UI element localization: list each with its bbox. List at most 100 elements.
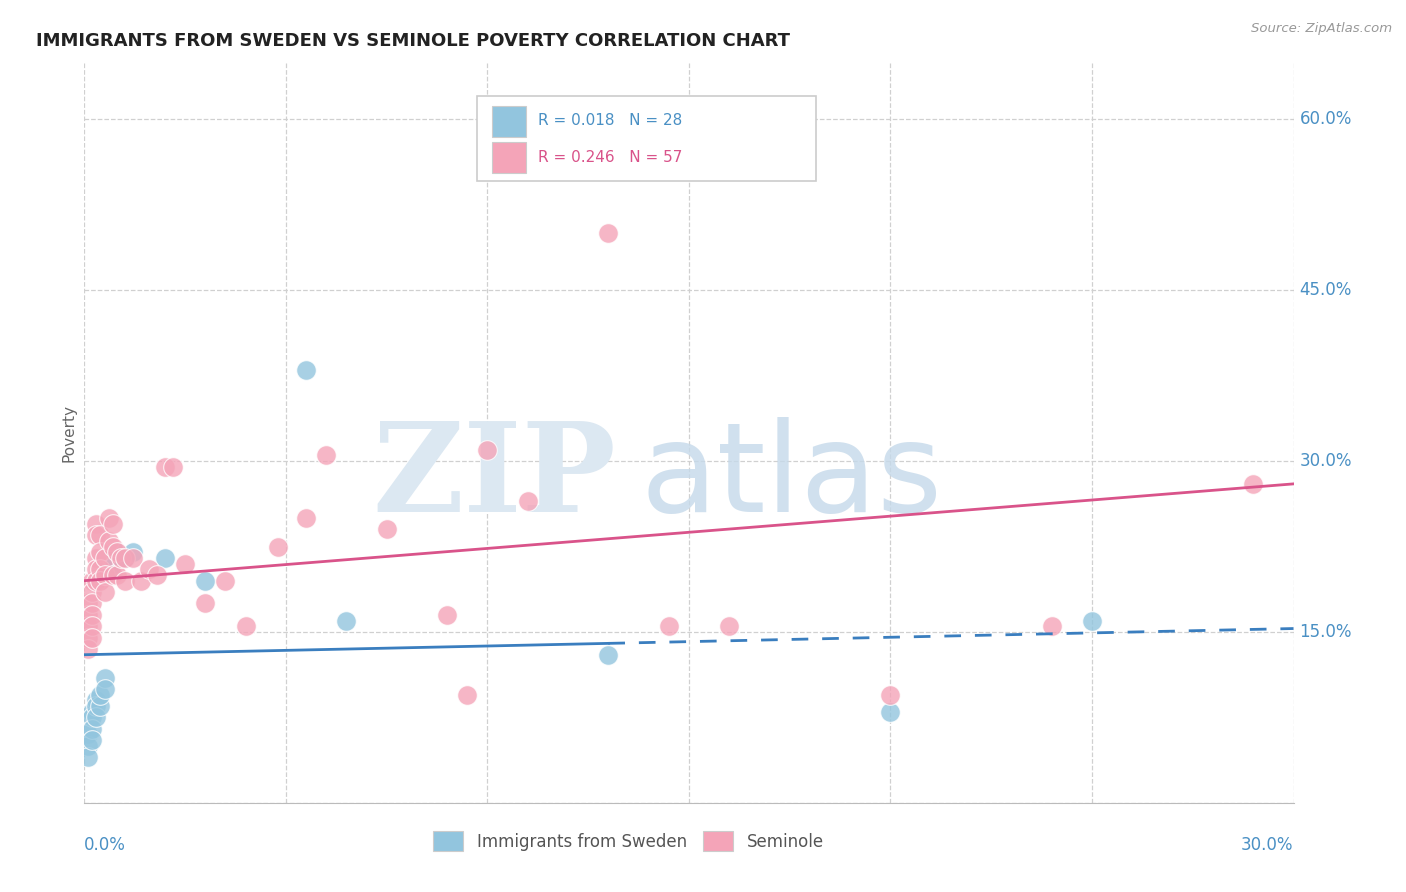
Point [162, 459, 184, 474]
Text: atlas: atlas [641, 417, 942, 538]
Point [114, 574, 136, 588]
Point [105, 568, 128, 582]
Point [658, 619, 681, 633]
Point [879, 688, 901, 702]
Point [598, 227, 620, 241]
Point [97, 511, 120, 525]
Point [146, 568, 169, 582]
Point [77, 619, 100, 633]
Point [89, 574, 111, 588]
Point [93, 671, 115, 685]
Point [77, 750, 100, 764]
Point [93, 550, 115, 565]
Point [77, 739, 100, 753]
Point [97, 562, 120, 576]
Y-axis label: Poverty: Poverty [60, 403, 76, 462]
Point [93, 681, 115, 696]
Point [82, 574, 104, 588]
Point [82, 722, 104, 736]
Point [77, 631, 100, 645]
Point [375, 523, 398, 537]
Point [295, 363, 318, 377]
Point [77, 597, 100, 611]
Point [295, 511, 318, 525]
Point [105, 545, 128, 559]
Point [86, 528, 108, 542]
Point [456, 688, 478, 702]
Point [436, 607, 458, 622]
Point [86, 574, 108, 588]
Point [1081, 614, 1104, 628]
Point [879, 705, 901, 719]
Point [101, 516, 124, 531]
Text: 45.0%: 45.0% [1299, 281, 1353, 299]
Point [82, 631, 104, 645]
Point [82, 705, 104, 719]
Point [516, 494, 538, 508]
Point [101, 540, 124, 554]
Point [110, 550, 132, 565]
Point [105, 545, 128, 559]
Point [194, 597, 217, 611]
Point [77, 642, 100, 657]
Point [82, 585, 104, 599]
Point [77, 607, 100, 622]
Point [235, 619, 257, 633]
Point [86, 516, 108, 531]
Text: 0.0%: 0.0% [84, 836, 127, 855]
Text: 15.0%: 15.0% [1299, 623, 1353, 641]
FancyBboxPatch shape [492, 143, 526, 173]
Point [93, 585, 115, 599]
Point [174, 557, 197, 571]
Point [335, 614, 357, 628]
Point [86, 698, 108, 713]
Point [267, 540, 290, 554]
Legend: Immigrants from Sweden, Seminole: Immigrants from Sweden, Seminole [426, 825, 831, 857]
Text: 30.0%: 30.0% [1241, 836, 1294, 855]
Point [77, 727, 100, 741]
Text: 60.0%: 60.0% [1299, 111, 1353, 128]
Point [97, 533, 120, 548]
Point [101, 557, 124, 571]
Point [718, 619, 741, 633]
Text: Source: ZipAtlas.com: Source: ZipAtlas.com [1251, 22, 1392, 36]
Point [86, 550, 108, 565]
Point [138, 562, 160, 576]
Point [1040, 619, 1063, 633]
Point [477, 442, 499, 457]
Point [86, 562, 108, 576]
Point [1241, 476, 1264, 491]
FancyBboxPatch shape [478, 95, 815, 181]
Point [153, 550, 176, 565]
Point [86, 693, 108, 707]
Point [315, 449, 337, 463]
Point [194, 574, 217, 588]
Point [598, 648, 620, 662]
Point [89, 562, 111, 576]
Point [86, 710, 108, 724]
Point [82, 619, 104, 633]
Point [82, 597, 104, 611]
Point [82, 733, 104, 747]
Text: ZIP: ZIP [373, 417, 616, 538]
Point [89, 528, 111, 542]
Text: IMMIGRANTS FROM SWEDEN VS SEMINOLE POVERTY CORRELATION CHART: IMMIGRANTS FROM SWEDEN VS SEMINOLE POVER… [37, 32, 790, 50]
Text: R = 0.018   N = 28: R = 0.018 N = 28 [538, 113, 682, 128]
Point [121, 545, 143, 559]
Point [89, 698, 111, 713]
Point [121, 550, 143, 565]
Point [214, 574, 236, 588]
Text: R = 0.246   N = 57: R = 0.246 N = 57 [538, 150, 682, 165]
Point [101, 568, 124, 582]
Point [89, 545, 111, 559]
Point [82, 607, 104, 622]
Point [114, 550, 136, 565]
FancyBboxPatch shape [492, 106, 526, 137]
Point [93, 568, 115, 582]
Point [82, 710, 104, 724]
Point [129, 574, 152, 588]
Point [153, 459, 176, 474]
Point [110, 550, 132, 565]
Point [114, 550, 136, 565]
Point [97, 550, 120, 565]
